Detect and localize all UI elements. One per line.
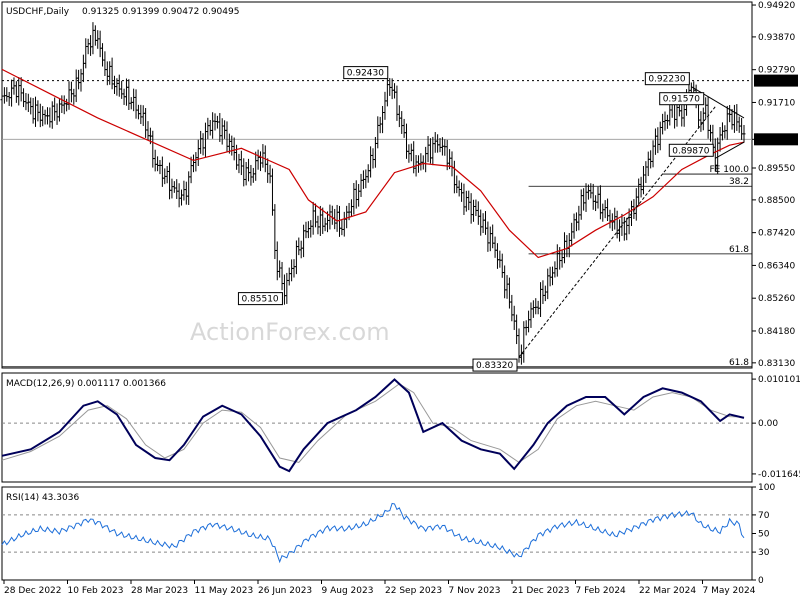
rsi-tick-label: 70 bbox=[758, 511, 770, 521]
date-tick-label: 26 Jun 2023 bbox=[258, 586, 312, 596]
price-annotation-box bbox=[644, 72, 690, 86]
current-price-label: 0.90495 bbox=[757, 135, 794, 145]
price-tick-label: 0.92790 bbox=[758, 66, 795, 76]
watermark: ActionForex.com bbox=[190, 318, 390, 346]
chart-ohlc: 0.91325 0.91399 0.90472 0.90495 bbox=[82, 7, 239, 17]
price-annotation-label: 0.92230 bbox=[648, 75, 685, 85]
moving-average-line bbox=[1, 68, 745, 259]
price-tick-label: 0.87420 bbox=[758, 229, 795, 239]
price-annotation-label: 0.83320 bbox=[476, 361, 513, 371]
rsi-tick-label: 0 bbox=[758, 576, 764, 586]
macd-line bbox=[1, 378, 745, 473]
fib-level-label: 61.8 bbox=[729, 358, 749, 368]
macd-pane: 0.010101 0.00 -0.011645 bbox=[1, 372, 800, 483]
date-tick-label: 11 May 2023 bbox=[195, 586, 254, 596]
chart-symbol: USDCHF,Daily bbox=[6, 7, 70, 17]
resistance-price-label: 0.92430 bbox=[757, 77, 794, 87]
macd-tick-label: -0.011645 bbox=[758, 470, 800, 480]
date-tick-label: 21 Dec 2023 bbox=[512, 586, 570, 596]
price-tick-label: 0.94920 bbox=[758, 1, 795, 11]
price-annotation-box bbox=[343, 66, 389, 80]
price-tick-label: 0.89550 bbox=[758, 164, 795, 174]
fib-level-label: 61.8 bbox=[729, 245, 749, 255]
date-tick-label: 28 Dec 2022 bbox=[4, 586, 62, 596]
date-tick-label: 22 Mar 2024 bbox=[639, 586, 696, 596]
price-annotation-box bbox=[659, 92, 705, 106]
fib-level-label: FE 100.0 bbox=[710, 165, 750, 175]
channel-trendline bbox=[715, 141, 745, 159]
rsi-pane: 100 70 50 30 0 bbox=[1, 483, 775, 586]
current-price-box bbox=[754, 133, 798, 146]
date-tick-label: 9 Aug 2023 bbox=[322, 586, 374, 596]
price-tick-label: 0.85260 bbox=[758, 294, 795, 304]
macd-title: MACD(12,26,9) 0.001117 0.001366 bbox=[6, 379, 166, 389]
price-pane: 0.94920 0.93870 0.92790 0.91710 0.90495 0.895… bbox=[0, 1, 798, 372]
price-annotation-box bbox=[472, 358, 518, 372]
rsi-line bbox=[1, 502, 745, 564]
price-tick-label: 0.86340 bbox=[758, 261, 795, 271]
date-axis: 28 Dec 2022 10 Feb 2023 28 Mar 2023 11 May … bbox=[3, 580, 756, 596]
price-tick-label: 0.93870 bbox=[758, 33, 795, 43]
date-tick-label: 7 May 2024 bbox=[703, 586, 756, 596]
price-tick-label: 0.88500 bbox=[758, 196, 795, 206]
rsi-tick-label: 100 bbox=[758, 483, 775, 493]
price-annotation-label: 0.92430 bbox=[347, 69, 384, 79]
price-tick-label: 0.91710 bbox=[758, 98, 795, 108]
price-frame bbox=[1, 1, 753, 369]
price-annotation-box bbox=[668, 143, 714, 157]
date-tick-label: 22 Sep 2023 bbox=[385, 586, 442, 596]
price-annotation-label: 0.89870 bbox=[672, 146, 709, 156]
price-annotation-box bbox=[237, 292, 283, 306]
rsi-tick-label: 50 bbox=[758, 530, 770, 540]
rsi-frame bbox=[1, 486, 753, 581]
date-tick-label: 7 Nov 2023 bbox=[449, 586, 501, 596]
rsi-title: RSI(14) 43.3036 bbox=[6, 493, 79, 503]
price-tick-label: 0.83130 bbox=[758, 359, 795, 369]
fib-level-label: 38.2 bbox=[729, 177, 749, 187]
resistance-price-box bbox=[754, 74, 798, 87]
price-tick-label: 0.84180 bbox=[758, 327, 795, 337]
rsi-tick-label: 30 bbox=[758, 548, 770, 558]
date-tick-label: 7 Feb 2024 bbox=[576, 586, 627, 596]
macd-tick-label: 0.00 bbox=[758, 419, 778, 429]
macd-frame bbox=[1, 372, 753, 483]
price-annotation-label: 0.91570 bbox=[663, 95, 700, 105]
price-annotation-label: 0.85510 bbox=[241, 295, 278, 305]
date-tick-label: 28 Mar 2023 bbox=[131, 586, 188, 596]
falling-trendline bbox=[691, 86, 745, 119]
date-tick-label: 10 Feb 2023 bbox=[68, 586, 124, 596]
macd-tick-label: 0.010101 bbox=[758, 375, 800, 385]
